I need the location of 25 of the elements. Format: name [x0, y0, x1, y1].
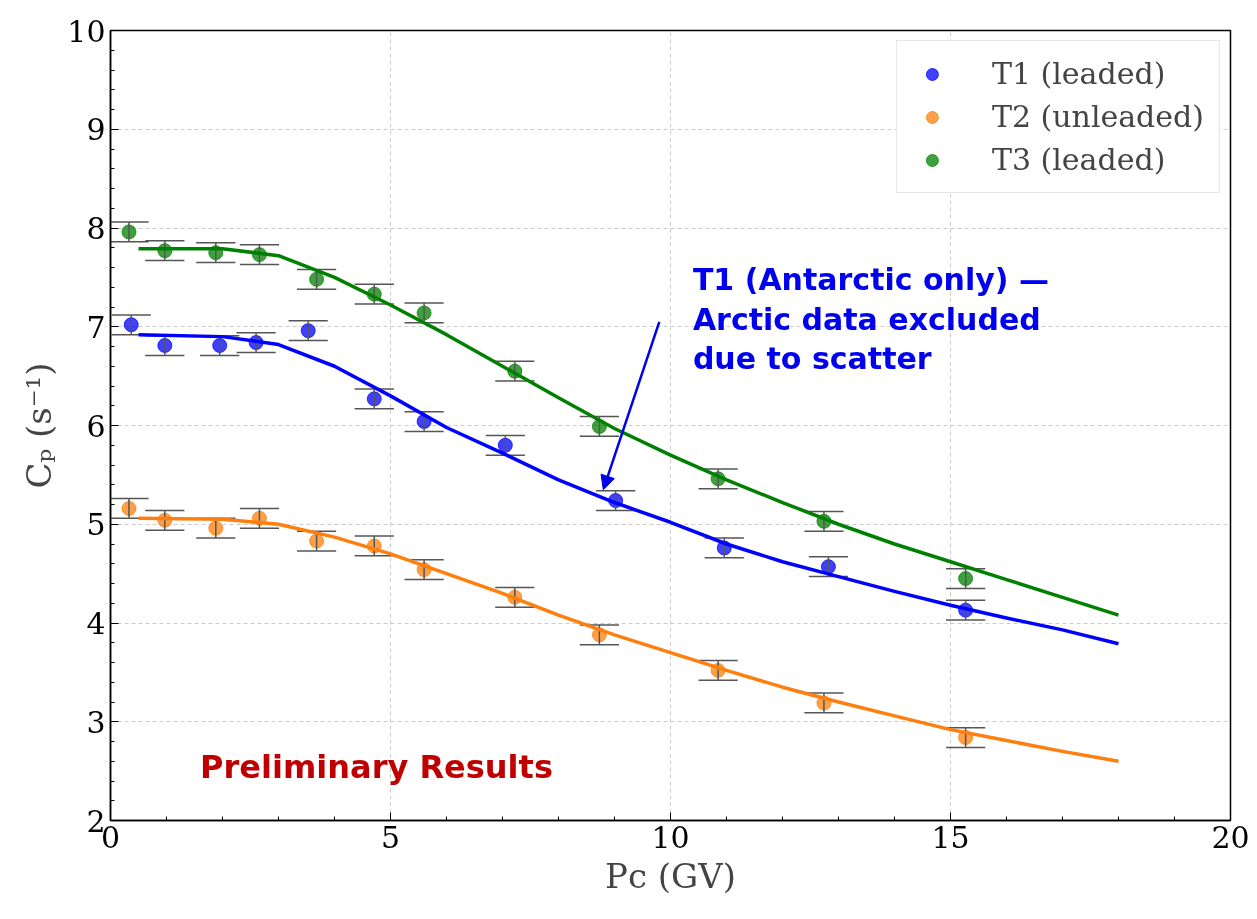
y-tick-label: 9: [86, 112, 106, 148]
y-tick-label: 7: [86, 309, 106, 345]
legend-label: T2 (unleaded): [991, 99, 1204, 134]
annotation: T1 (Antarctic only) — Arctic data excluded due to scatter: [692, 262, 1049, 377]
x-tick-label: 5: [380, 819, 401, 855]
y-tick-label: 4: [86, 606, 106, 641]
point: [497, 437, 513, 453]
legend-label: T1 (leaded): [991, 56, 1166, 91]
x-axis-title: Pc (GV): [605, 855, 736, 896]
y-tick-label: 8: [86, 211, 106, 246]
annotation: Preliminary Results: [200, 747, 553, 786]
line-series: [136, 246, 1121, 617]
legend-label: T3 (leaded): [991, 142, 1166, 177]
y-tick-label: 10: [67, 13, 106, 49]
point: [309, 271, 325, 287]
y-tick-label: 3: [86, 704, 106, 740]
x-tick-label: 10: [651, 819, 690, 855]
x-tick-label: 15: [931, 819, 970, 855]
y-tick-label: 6: [86, 408, 106, 444]
y-tick-label: 5: [86, 507, 106, 543]
point: [366, 391, 382, 407]
x-tick-label: 20: [1211, 819, 1250, 855]
point: [958, 571, 974, 587]
point: [212, 338, 228, 353]
y-axis-title: Cₚ (s⁻¹): [19, 362, 60, 489]
